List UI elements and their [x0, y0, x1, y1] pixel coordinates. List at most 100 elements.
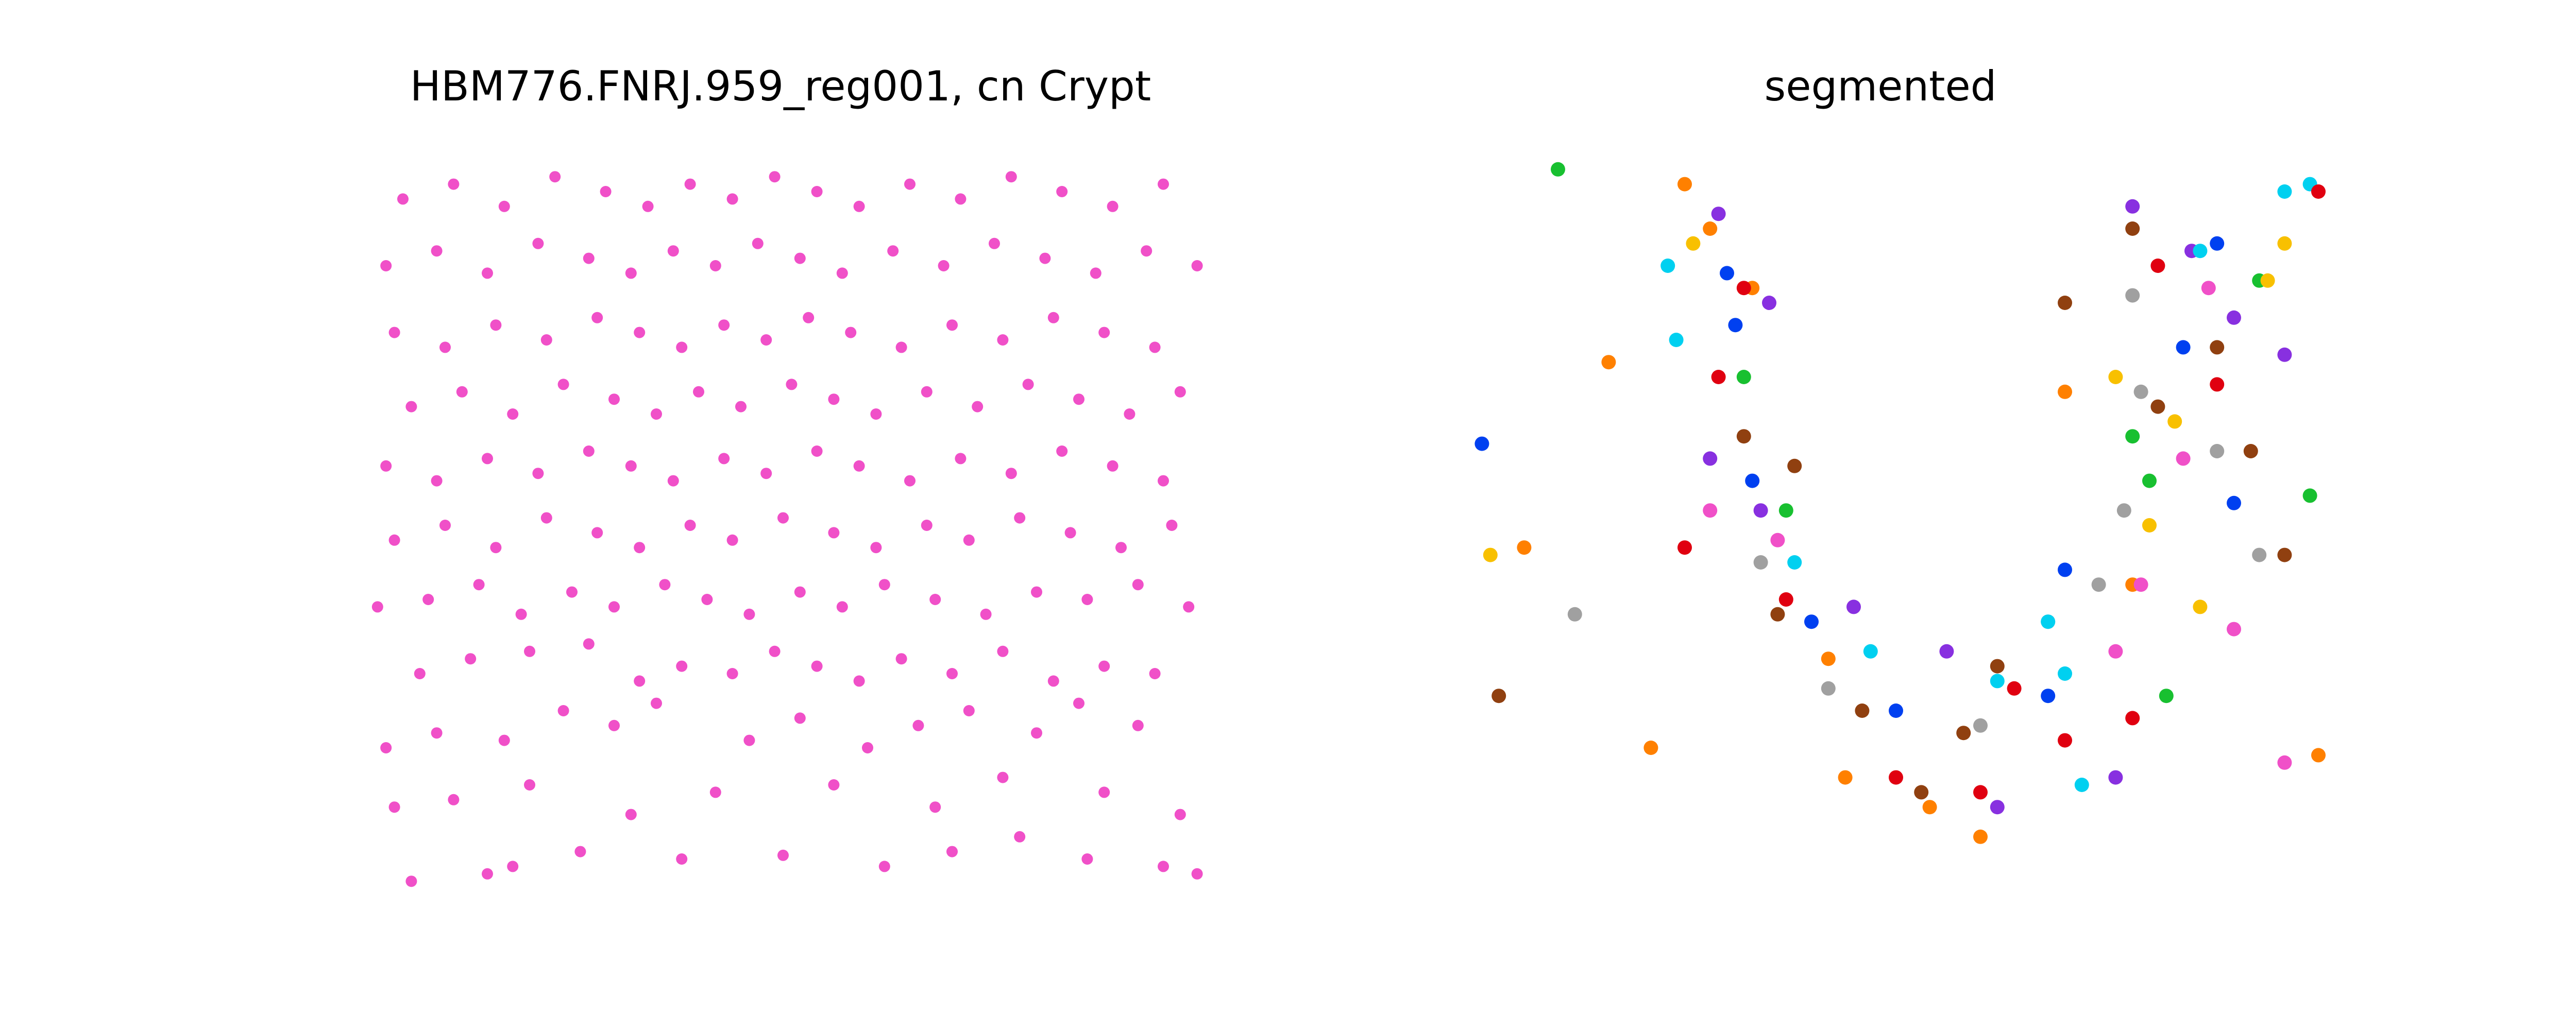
scatter-point-0-0-159 [549, 171, 561, 183]
scatter-point-1-4-5 [1889, 703, 1903, 718]
scatter-point-1-7-12 [1492, 689, 1506, 703]
scatter-point-1-7-0 [1736, 429, 1751, 444]
scatter-point-1-8-0 [1686, 236, 1701, 251]
scatter-point-1-2-1 [1762, 296, 1776, 310]
scatter-point-1-8-7 [2277, 236, 2292, 251]
scatter-point-0-0-124 [540, 334, 552, 346]
scatter-point-0-0-63 [878, 579, 890, 591]
scatter-point-0-0-36 [414, 668, 426, 679]
scatter-point-1-7-2 [1855, 703, 1870, 718]
scatter-point-0-0-144 [667, 245, 679, 257]
scatter-point-0-0-48 [997, 645, 1009, 657]
scatter-point-0-0-14 [524, 779, 535, 791]
scatter-point-0-0-98 [904, 475, 916, 487]
scatter-point-0-0-18 [929, 801, 941, 813]
scatter-point-0-0-153 [1090, 267, 1101, 279]
scatter-point-1-6-0 [1736, 281, 1751, 296]
scatter-point-0-0-4 [676, 853, 688, 865]
scatter-point-1-6-4 [1889, 770, 1903, 785]
scatter-point-1-0-7 [2159, 689, 2174, 703]
scatter-point-0-0-117 [1022, 379, 1034, 390]
scatter-point-1-5-1 [1669, 333, 1684, 347]
scatter-point-0-0-53 [422, 594, 434, 605]
scatter-point-1-2-10 [2227, 310, 2241, 325]
scatter-point-1-6-10 [2210, 377, 2225, 392]
scatter-point-0-0-33 [1031, 727, 1042, 739]
scatter-point-1-3-3 [1973, 718, 1988, 733]
scatter-point-1-2-5 [1939, 644, 1954, 659]
scatter-point-0-0-141 [532, 237, 544, 249]
scatter-point-0-0-151 [989, 237, 1000, 249]
scatter-point-0-0-154 [1141, 245, 1153, 257]
scatter-point-0-0-59 [701, 594, 713, 605]
scatter-point-0-0-108 [608, 393, 620, 405]
scatter-point-0-0-134 [997, 334, 1009, 346]
scatter-point-0-0-125 [591, 312, 603, 323]
scatter-point-1-2-3 [1753, 503, 1768, 518]
scatter-point-0-0-78 [777, 512, 789, 524]
scatter-point-0-0-43 [769, 645, 781, 657]
scatter-point-0-0-167 [904, 178, 916, 190]
scatter-point-0-0-109 [651, 408, 662, 420]
scatter-point-0-0-26 [608, 719, 620, 731]
right-scatter-plot [1475, 162, 2326, 844]
scatter-point-0-0-66 [1031, 586, 1042, 598]
scatter-point-0-0-40 [634, 675, 646, 687]
scatter-point-1-2-2 [1703, 451, 1718, 466]
scatter-point-0-0-76 [684, 520, 696, 531]
scatter-point-0-0-89 [482, 453, 493, 465]
scatter-point-0-0-170 [1056, 186, 1068, 197]
scatter-point-1-7-4 [1956, 726, 1971, 741]
scatter-point-0-0-162 [684, 178, 696, 190]
scatter-point-0-0-95 [760, 468, 772, 479]
scatter-point-1-6-2 [1677, 540, 1692, 555]
scatter-point-0-0-24 [498, 734, 510, 746]
scatter-point-0-0-2 [507, 861, 519, 872]
scatter-point-0-0-72 [490, 542, 502, 554]
scatter-point-1-2-0 [1711, 207, 1726, 221]
scatter-point-1-6-11 [2311, 184, 2326, 199]
scatter-point-0-0-30 [862, 742, 873, 753]
scatter-point-1-9-3 [2133, 577, 2148, 592]
scatter-point-0-0-46 [895, 653, 907, 665]
scatter-point-0-0-32 [963, 705, 975, 716]
scatter-point-0-0-158 [498, 200, 510, 212]
scatter-point-0-0-28 [743, 734, 755, 746]
scatter-point-1-6-9 [2150, 259, 2165, 273]
scatter-point-0-0-34 [1073, 697, 1084, 709]
scatter-point-1-0-6 [2302, 488, 2317, 503]
scatter-point-0-0-118 [1073, 393, 1084, 405]
scatter-point-0-0-168 [955, 193, 967, 205]
scatter-point-0-0-10 [1158, 861, 1169, 872]
scatter-point-1-3-2 [1821, 681, 1836, 696]
scatter-point-1-9-1 [1770, 533, 1785, 547]
scatter-point-0-0-38 [524, 645, 535, 657]
scatter-point-1-1-0 [1677, 177, 1692, 192]
scatter-point-0-0-107 [557, 379, 569, 390]
scatter-point-1-5-8 [2193, 244, 2208, 259]
scatter-point-0-0-49 [1047, 675, 1059, 687]
scatter-point-0-0-7 [946, 846, 958, 857]
scatter-point-0-0-101 [1056, 445, 1068, 457]
scatter-point-0-0-131 [845, 327, 857, 338]
scatter-point-0-0-128 [718, 319, 730, 331]
scatter-point-0-0-29 [794, 712, 806, 724]
scatter-point-0-0-50 [1098, 660, 1110, 672]
scatter-point-0-0-73 [540, 512, 552, 524]
scatter-point-0-0-143 [625, 267, 637, 279]
scatter-point-0-0-74 [591, 527, 603, 539]
left-scatter-plot [371, 171, 1203, 887]
scatter-point-0-0-172 [1158, 178, 1169, 190]
scatter-point-0-0-3 [574, 846, 586, 857]
scatter-point-0-0-37 [465, 653, 477, 665]
scatter-point-0-0-82 [963, 534, 975, 546]
scatter-point-1-9-4 [2176, 451, 2191, 466]
scatter-point-1-6-6 [2007, 681, 2022, 696]
scatter-point-0-0-5 [777, 849, 789, 861]
scatter-point-1-0-4 [2142, 473, 2157, 488]
scatter-point-0-0-79 [828, 527, 840, 539]
scatter-point-0-0-91 [583, 445, 595, 457]
scatter-point-0-0-13 [448, 794, 460, 805]
scatter-point-1-2-6 [1990, 800, 2005, 815]
scatter-point-1-2-8 [2125, 199, 2140, 214]
